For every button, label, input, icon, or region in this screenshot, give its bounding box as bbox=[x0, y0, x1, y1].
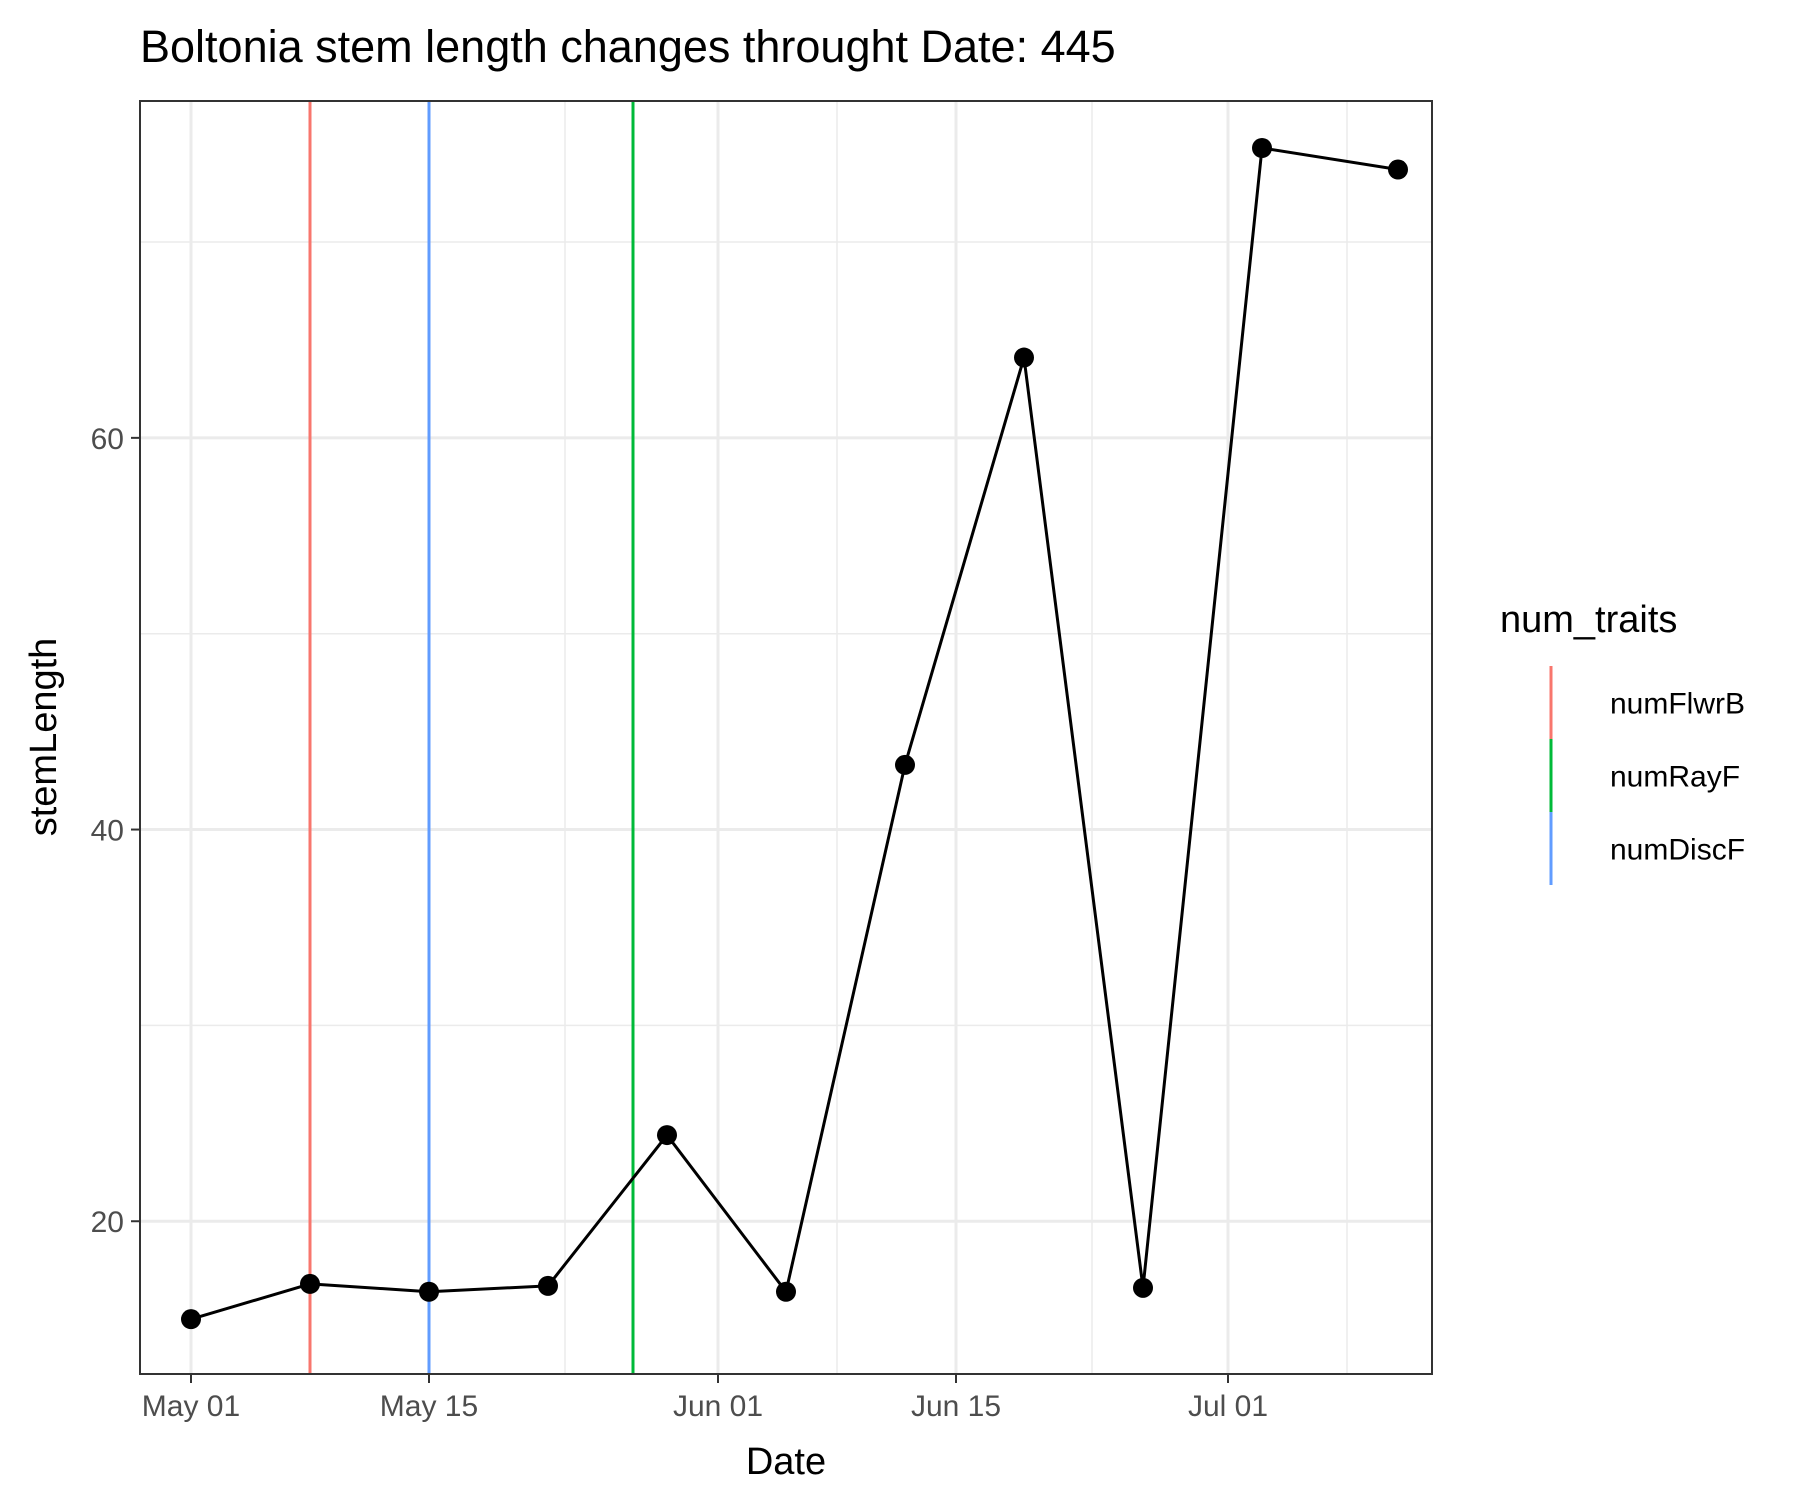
series-layer bbox=[181, 138, 1408, 1330]
data-point bbox=[181, 1309, 201, 1330]
data-point bbox=[776, 1281, 796, 1302]
data-point bbox=[300, 1273, 320, 1294]
data-point bbox=[1388, 159, 1408, 180]
chart-title: Boltonia stem length changes throught Da… bbox=[140, 21, 1116, 72]
x-axis: May 01 May 15 Jun 01 Jun 15 Jul 01 bbox=[142, 1374, 1268, 1423]
y-axis-label: stemLength bbox=[23, 638, 65, 837]
legend-items: numFlwrB numRayF numDiscF bbox=[1549, 666, 1745, 885]
data-point bbox=[1252, 138, 1272, 159]
x-tick-label: May 01 bbox=[142, 1390, 240, 1423]
y-axis: 20 40 60 bbox=[91, 423, 140, 1239]
x-tick-label: May 15 bbox=[380, 1390, 478, 1423]
series-line bbox=[190, 146, 1399, 1321]
grid bbox=[140, 101, 1432, 1374]
x-axis-label: Date bbox=[746, 1441, 826, 1483]
y-tick-label: 20 bbox=[91, 1206, 124, 1239]
legend-label-numflwrb: numFlwrB bbox=[1610, 688, 1745, 721]
trait-vlines bbox=[308, 101, 635, 1374]
data-point bbox=[419, 1281, 439, 1302]
data-point bbox=[657, 1125, 677, 1146]
y-tick-label: 60 bbox=[91, 423, 124, 456]
legend-label-numdiscf: numDiscF bbox=[1610, 834, 1745, 867]
legend: num_traits numFlwrB numRayF numDiscF bbox=[1500, 599, 1745, 885]
x-tick-label: Jun 15 bbox=[911, 1390, 1001, 1423]
legend-title: num_traits bbox=[1500, 599, 1677, 641]
plot-panel-border bbox=[139, 100, 1433, 1375]
legend-label-numrayf: numRayF bbox=[1610, 761, 1740, 794]
data-point bbox=[1133, 1277, 1153, 1298]
data-point bbox=[895, 754, 915, 775]
x-tick-label: Jun 01 bbox=[673, 1390, 763, 1423]
data-point bbox=[538, 1275, 558, 1296]
data-point bbox=[1014, 347, 1034, 368]
y-tick-label: 40 bbox=[91, 815, 124, 848]
x-tick-label: Jul 01 bbox=[1188, 1390, 1268, 1423]
